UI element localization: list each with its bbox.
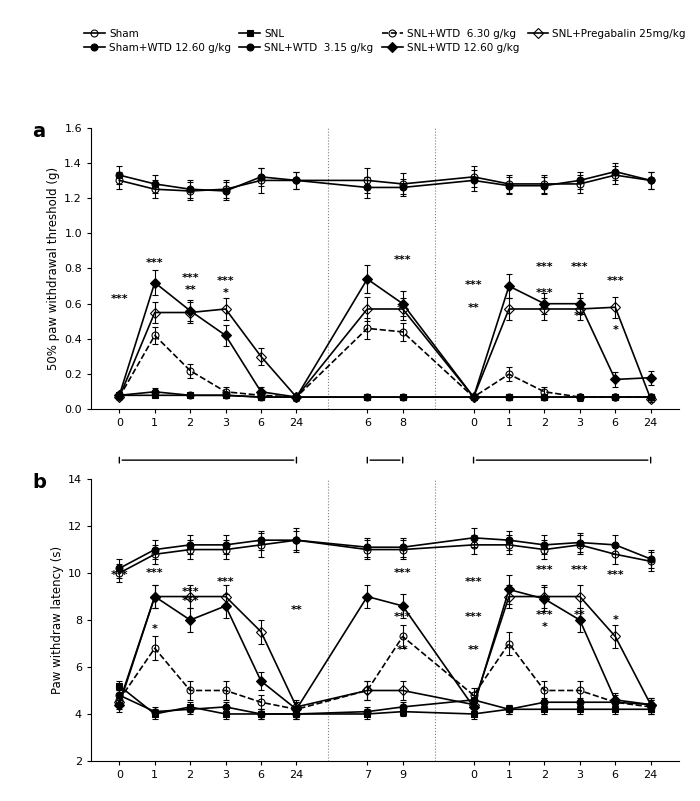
Text: ***: *** bbox=[536, 262, 553, 272]
Text: ***: *** bbox=[606, 276, 624, 286]
Text: ***: *** bbox=[465, 613, 482, 622]
Text: **: ** bbox=[290, 606, 302, 615]
Text: **: ** bbox=[468, 303, 480, 312]
Text: ***: *** bbox=[536, 566, 553, 575]
Text: **: ** bbox=[468, 646, 480, 655]
Text: ***: *** bbox=[111, 570, 128, 580]
Text: *: * bbox=[542, 622, 547, 632]
Text: Repeated daily
treatment: Repeated daily treatment bbox=[346, 502, 424, 524]
Text: Hours post-treatment 4: Hours post-treatment 4 bbox=[146, 494, 269, 504]
Text: ***: *** bbox=[394, 255, 412, 265]
Text: ***: *** bbox=[111, 294, 128, 304]
Text: **: ** bbox=[574, 610, 586, 620]
Text: ***: *** bbox=[146, 568, 164, 578]
Text: *: * bbox=[223, 288, 228, 299]
Text: ***: *** bbox=[465, 280, 482, 290]
Text: **: ** bbox=[184, 285, 196, 295]
Text: ***: *** bbox=[536, 288, 553, 299]
Y-axis label: Paw withdraw latency (s): Paw withdraw latency (s) bbox=[50, 546, 64, 694]
Y-axis label: 50% paw withdrawal threshold (g): 50% paw withdrawal threshold (g) bbox=[47, 167, 60, 370]
Text: **: ** bbox=[397, 646, 409, 655]
Text: ***: *** bbox=[217, 578, 234, 587]
Text: ***: *** bbox=[217, 276, 234, 286]
Text: ***: *** bbox=[571, 262, 589, 272]
Text: ***: *** bbox=[536, 610, 553, 620]
Text: **: ** bbox=[574, 312, 586, 321]
Text: ***: *** bbox=[465, 578, 482, 587]
Text: ***: *** bbox=[394, 568, 412, 578]
Legend: Sham, Sham+WTD 12.60 g/kg, SNL, SNL+WTD  3.15 g/kg, SNL+WTD  6.30 g/kg, SNL+WTD : Sham, Sham+WTD 12.60 g/kg, SNL, SNL+WTD … bbox=[84, 29, 686, 53]
Text: ***: *** bbox=[606, 570, 624, 580]
Text: *: * bbox=[612, 614, 618, 625]
Text: ***: *** bbox=[146, 259, 164, 268]
Text: *: * bbox=[152, 624, 158, 634]
Text: ***: *** bbox=[181, 272, 199, 283]
Text: th day: th day bbox=[351, 483, 379, 492]
Text: b: b bbox=[32, 473, 46, 493]
Text: **: ** bbox=[397, 303, 409, 312]
Text: ***: *** bbox=[181, 586, 199, 597]
Text: ***: *** bbox=[394, 613, 412, 622]
Text: ***: *** bbox=[571, 566, 589, 575]
Text: a: a bbox=[32, 122, 46, 141]
Text: ***: *** bbox=[181, 596, 199, 606]
Text: *: * bbox=[612, 325, 618, 336]
Text: Hours post-treatment 10: Hours post-treatment 10 bbox=[498, 494, 626, 504]
